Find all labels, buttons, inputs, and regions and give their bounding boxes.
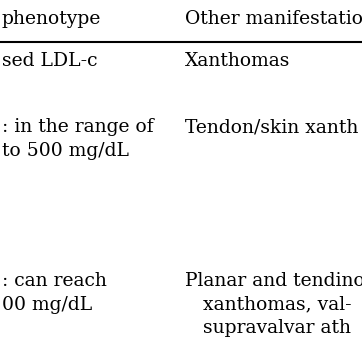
Text: : in the range of
to 500 mg/dL: : in the range of to 500 mg/dL (2, 118, 153, 160)
Text: : can reach
00 mg/dL: : can reach 00 mg/dL (2, 272, 107, 313)
Text: Other manifestatio: Other manifestatio (185, 10, 362, 28)
Text: sed LDL-c: sed LDL-c (2, 52, 97, 70)
Text: Xanthomas: Xanthomas (185, 52, 290, 70)
Text: Tendon/skin xanth: Tendon/skin xanth (185, 118, 358, 136)
Text: Planar and tendino
   xanthomas, val-
   supravalvar ath: Planar and tendino xanthomas, val- supra… (185, 272, 362, 337)
Text: phenotype: phenotype (2, 10, 101, 28)
